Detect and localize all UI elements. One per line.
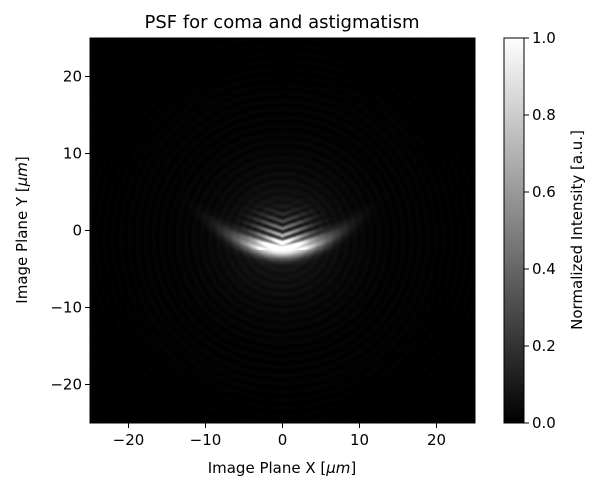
colorbar-title: Normalized Intensity [a.u.]	[568, 130, 586, 330]
colorbar-tick-label: 0.8	[532, 106, 556, 124]
y-tick-label: 20	[63, 68, 82, 86]
x-tick-label: 0	[278, 431, 288, 449]
x-tick-label: −20	[113, 431, 145, 449]
x-axis-ticks: −20 −10 0 10 20	[113, 423, 446, 449]
y-axis-title-prefix: Image Plane Y [	[13, 186, 31, 303]
y-axis-title: Image Plane Y [μm]	[13, 156, 31, 303]
colorbar-tick-label: 1.0	[532, 29, 556, 47]
y-axis-title-suffix: ]	[13, 156, 31, 162]
x-axis-title-prefix: Image Plane X [	[208, 459, 327, 477]
colorbar-tick-label: 0.0	[532, 414, 556, 432]
colorbar-tick-label: 0.2	[532, 337, 556, 355]
colorbar-tick-label: 0.4	[532, 260, 556, 278]
y-tick-label: −10	[50, 299, 82, 317]
x-axis-title-unit: μm	[325, 459, 350, 477]
chart-title: PSF for coma and astigmatism	[144, 12, 419, 33]
psf-heatmap	[90, 38, 475, 423]
x-axis-title: Image Plane X [μm]	[208, 459, 357, 477]
y-axis-title-unit: μm	[13, 162, 31, 187]
x-tick-label: −10	[190, 431, 222, 449]
x-tick-label: 20	[427, 431, 446, 449]
x-tick-label: 10	[350, 431, 369, 449]
colorbar	[503, 37, 525, 424]
y-axis-ticks: −20 −10 0 10 20	[50, 68, 90, 394]
colorbar-ticks: 0.0 0.2 0.4 0.6 0.8 1.0	[524, 29, 556, 432]
colorbar-tick-label: 0.6	[532, 183, 556, 201]
x-axis-title-suffix: ]	[350, 459, 356, 477]
y-tick-label: 0	[72, 222, 82, 240]
y-tick-label: −20	[50, 376, 82, 394]
heatmap-container	[90, 38, 475, 423]
y-tick-label: 10	[63, 145, 82, 163]
